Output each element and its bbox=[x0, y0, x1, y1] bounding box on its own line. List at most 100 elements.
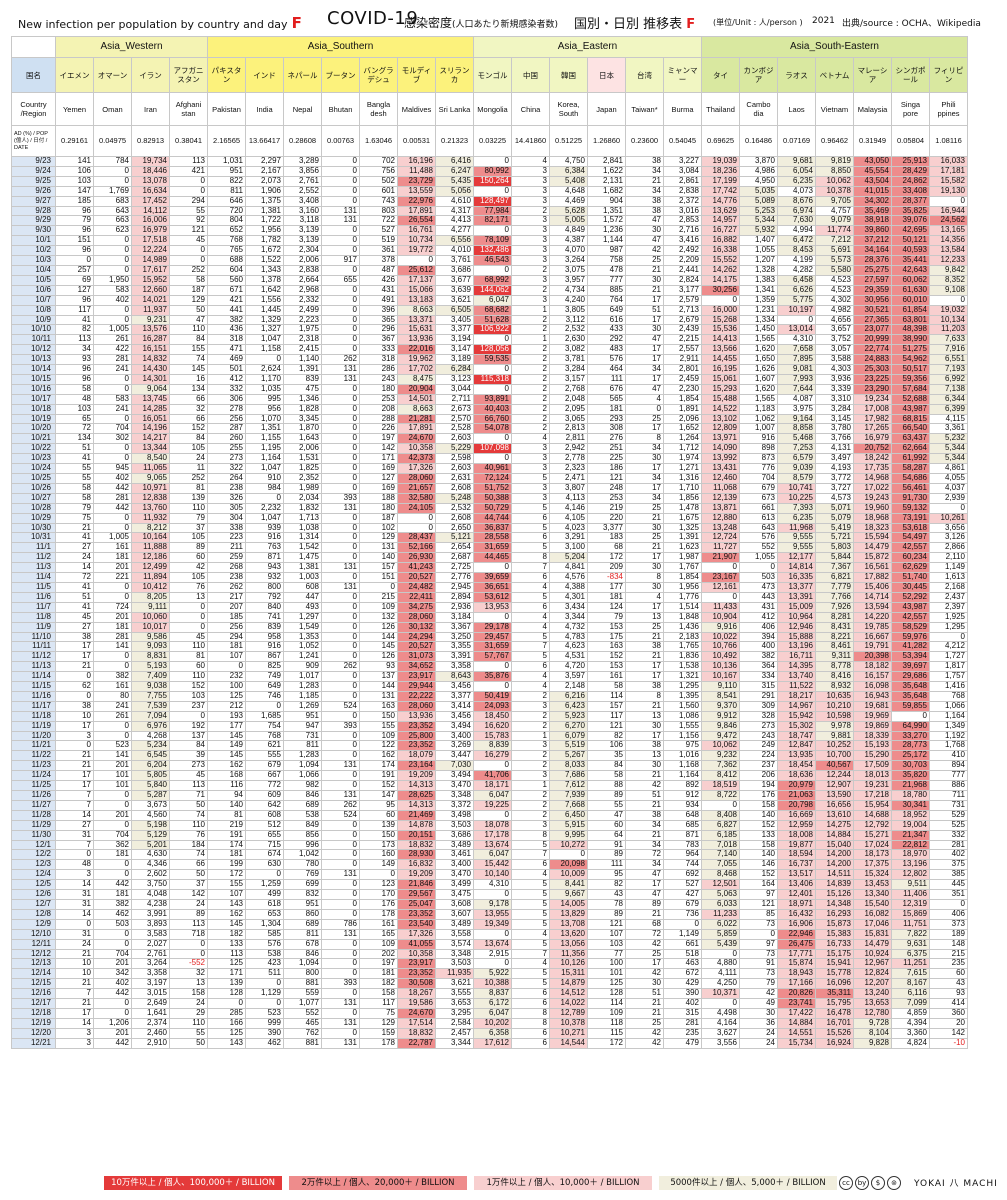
value-cell: 16 bbox=[169, 373, 208, 385]
value-cell: 2,910 bbox=[131, 1037, 170, 1049]
value-cell: 0 bbox=[321, 968, 360, 980]
value-cell: 4,277 bbox=[435, 225, 474, 237]
value-cell: 77 bbox=[587, 948, 626, 960]
value-cell: 7,895 bbox=[777, 354, 816, 366]
value-cell: 13,708 bbox=[549, 918, 588, 930]
table-row: 11/27 7 0 3,673 50 140 642 689 262 95 14,313 3,372 1… bbox=[11, 799, 968, 811]
value-cell: 0 bbox=[93, 512, 132, 524]
value-cell: 1 bbox=[511, 304, 550, 316]
value-cell: 30,703 bbox=[891, 760, 930, 772]
value-cell: 101 bbox=[93, 780, 132, 791]
value-cell: 6 bbox=[511, 572, 550, 583]
value-cell: 23,917 bbox=[397, 671, 436, 683]
value-cell: 0 bbox=[321, 591, 360, 603]
value-cell: 10,022 bbox=[701, 631, 740, 643]
value-cell: 18,519 bbox=[701, 780, 740, 791]
value-cell: 886 bbox=[929, 780, 968, 791]
value-cell: 17,891 bbox=[397, 423, 436, 435]
table-row: 10/5 69 1,950 15,952 58 560 1,378 2,664 655 426 17… bbox=[11, 274, 968, 286]
value-cell: 25,047 bbox=[397, 898, 436, 910]
value-cell: 4,240 bbox=[549, 294, 588, 306]
value-cell: 4 bbox=[511, 156, 550, 167]
value-cell: 2,073 bbox=[245, 175, 284, 187]
value-cell: 4,023 bbox=[549, 522, 588, 534]
value-cell: 38 bbox=[625, 809, 664, 821]
value-cell: 39,860 bbox=[853, 225, 892, 237]
value-cell: 1,003 bbox=[283, 572, 322, 583]
value-cell: 3,112 bbox=[549, 314, 588, 326]
value-cell: 25 bbox=[625, 255, 664, 266]
table-row: 10/10 82 1,005 13,576 110 436 1,327 1,975 0 296 15… bbox=[11, 324, 968, 336]
value-cell: 0 bbox=[245, 998, 284, 1009]
value-cell: 8,663 bbox=[397, 304, 436, 316]
value-cell: 21 bbox=[625, 998, 664, 1009]
value-cell: 129 bbox=[359, 532, 398, 544]
value-cell: 82 bbox=[55, 324, 94, 336]
value-cell: 2,570 bbox=[435, 413, 474, 425]
value-cell: 14,479 bbox=[853, 938, 892, 950]
value-cell: 128 bbox=[207, 988, 246, 1000]
value-cell: 256 bbox=[207, 413, 246, 425]
value-cell: 13 bbox=[169, 591, 208, 603]
value-cell: 16,051 bbox=[131, 413, 170, 425]
value-cell: 3 bbox=[55, 1027, 94, 1039]
value-cell: 1,158 bbox=[245, 344, 284, 356]
value-cell: 262 bbox=[321, 661, 360, 673]
value-cell: 273 bbox=[169, 760, 208, 772]
value-cell: 111 bbox=[587, 373, 626, 385]
value-cell: 1,346 bbox=[283, 393, 322, 405]
value-cell: 13,391 bbox=[777, 591, 816, 603]
value-cell: 131 bbox=[321, 928, 360, 940]
value-cell: 59,356 bbox=[891, 373, 930, 385]
value-cell: 16,906 bbox=[777, 918, 816, 930]
value-cell: 984 bbox=[245, 482, 284, 494]
value-cell: 17 bbox=[625, 482, 664, 494]
value-cell: 0 bbox=[55, 918, 94, 930]
value-cell: 21 bbox=[625, 799, 664, 811]
value-cell: 42,695 bbox=[891, 225, 930, 237]
value-cell: 1,016 bbox=[663, 750, 702, 762]
value-cell: 286 bbox=[359, 364, 398, 375]
value-cell: 0 bbox=[321, 651, 360, 663]
date-cell: 10/3 bbox=[11, 255, 56, 266]
value-cell: 390 bbox=[245, 1027, 284, 1039]
value-cell: 14,090 bbox=[701, 443, 740, 455]
region-header: Asia_Western bbox=[55, 36, 208, 58]
value-cell: 5,201 bbox=[131, 839, 170, 851]
value-cell: 34 bbox=[625, 859, 664, 871]
value-cell: 583 bbox=[93, 393, 132, 405]
population-value: 0.00531 bbox=[397, 125, 436, 157]
value-cell: 2 bbox=[511, 264, 550, 276]
value-cell: 0 bbox=[473, 383, 512, 395]
value-cell: 2,557 bbox=[663, 344, 702, 356]
date-cell: 9/23 bbox=[11, 156, 56, 167]
value-cell: 763 bbox=[245, 542, 284, 554]
value-cell: 62,664 bbox=[891, 443, 930, 455]
value-cell: 19,969 bbox=[853, 710, 892, 722]
date-cell: 11/20 bbox=[11, 730, 56, 742]
value-cell: 139 bbox=[207, 978, 246, 990]
value-cell: 6,458 bbox=[777, 274, 816, 286]
value-cell: 103 bbox=[169, 690, 208, 702]
value-cell: 0 bbox=[93, 730, 132, 742]
value-cell: 4,656 bbox=[815, 314, 854, 326]
value-cell: 1,206 bbox=[93, 1017, 132, 1029]
value-cell: 867 bbox=[245, 651, 284, 663]
value-cell: 187 bbox=[359, 512, 398, 524]
value-cell: 30,256 bbox=[701, 284, 740, 296]
value-cell: 150,264 bbox=[473, 175, 512, 187]
value-cell: 4,131 bbox=[815, 443, 854, 455]
value-cell: 131 bbox=[321, 760, 360, 772]
value-cell: 10,766 bbox=[701, 641, 740, 653]
value-cell: 679 bbox=[739, 482, 778, 494]
value-cell: 431 bbox=[359, 284, 398, 296]
value-cell: 385 bbox=[929, 869, 968, 881]
value-cell: 5,063 bbox=[701, 889, 740, 900]
value-cell: 689 bbox=[283, 799, 322, 811]
value-cell: 7,633 bbox=[929, 334, 968, 346]
value-cell: 13,745 bbox=[131, 393, 170, 405]
value-cell: 19,349 bbox=[473, 918, 512, 930]
value-cell: 82 bbox=[587, 879, 626, 891]
value-cell: 0 bbox=[321, 988, 360, 1000]
population-value: 13.66417 bbox=[245, 125, 284, 157]
